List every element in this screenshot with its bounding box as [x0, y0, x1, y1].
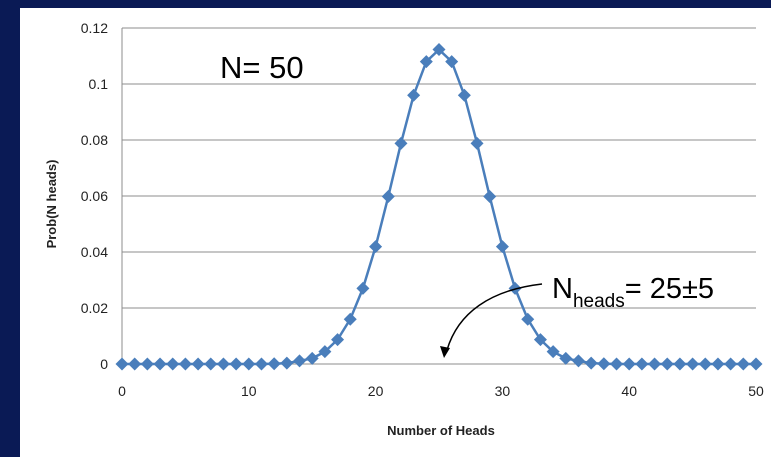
annotation-arrow: [446, 283, 543, 351]
data-point-8: [216, 357, 230, 371]
data-point-32: [521, 312, 535, 326]
x-tick-labels: 0 10 20 30 40 50: [118, 383, 764, 399]
nheads-symbol: N: [552, 273, 573, 305]
data-point-41: [635, 357, 649, 371]
x-tick-label-0: 0: [118, 383, 126, 399]
y-tick-label-0: 0: [100, 356, 108, 372]
x-tick-label-4: 40: [621, 383, 637, 399]
data-point-28: [470, 136, 484, 150]
y-tick-labels: 0 0.02 0.04 0.06 0.08 0.1 0.12: [81, 20, 108, 372]
data-point-47: [711, 357, 725, 371]
data-point-40: [622, 357, 636, 371]
data-point-48: [724, 357, 738, 371]
chart-panel: 0 0.02 0.04 0.06 0.08 0.1 0.12 0 10 20 30 40 50 Num…: [20, 8, 771, 457]
sample-size-annotation: N= 50: [220, 50, 304, 85]
data-point-34: [546, 345, 560, 359]
nheads-subscript: heads: [573, 291, 625, 312]
data-point-1: [128, 357, 142, 371]
data-point-7: [204, 357, 218, 371]
data-point-26: [445, 55, 459, 69]
data-point-46: [698, 357, 712, 371]
data-point-9: [229, 357, 243, 371]
data-point-21: [381, 190, 395, 204]
data-point-5: [178, 357, 192, 371]
data-point-14: [293, 354, 307, 368]
y-tick-label-5: 0.1: [89, 76, 109, 92]
data-point-15: [305, 351, 319, 365]
y-tick-label-1: 0.02: [81, 300, 108, 316]
y-tick-label-6: 0.12: [81, 20, 108, 36]
data-point-3: [153, 357, 167, 371]
data-point-16: [318, 345, 332, 359]
data-point-20: [369, 240, 383, 254]
data-point-17: [331, 333, 345, 347]
annotation-arrowhead: [440, 346, 450, 358]
data-point-25: [432, 43, 446, 57]
data-point-49: [736, 357, 750, 371]
data-point-6: [191, 357, 205, 371]
series-markers: [115, 43, 763, 371]
series-line: [122, 47, 756, 366]
x-tick-label-2: 20: [368, 383, 384, 399]
data-point-10: [242, 357, 256, 371]
x-tick-label-3: 30: [495, 383, 511, 399]
data-point-33: [533, 333, 547, 347]
data-point-42: [648, 357, 662, 371]
data-point-23: [407, 88, 421, 102]
x-axis-label: Number of Heads: [387, 423, 495, 438]
y-tick-label-4: 0.08: [81, 132, 108, 148]
gridlines: [122, 27, 756, 309]
x-tick-label-1: 10: [241, 383, 257, 399]
y-axis-label: Prob(N heads): [44, 160, 59, 249]
data-point-11: [254, 357, 268, 371]
data-point-43: [660, 357, 674, 371]
data-point-13: [280, 356, 294, 370]
data-point-44: [673, 357, 687, 371]
data-point-19: [356, 281, 370, 295]
data-point-2: [140, 357, 154, 371]
data-point-24: [419, 55, 433, 69]
data-point-38: [597, 357, 611, 371]
data-point-35: [559, 351, 573, 365]
data-point-0: [115, 357, 129, 371]
data-point-50: [749, 357, 763, 371]
data-point-39: [610, 357, 624, 371]
x-tick-label-5: 50: [748, 383, 764, 399]
data-point-29: [483, 190, 497, 204]
data-point-27: [457, 88, 471, 102]
data-point-36: [571, 354, 585, 368]
data-point-18: [343, 312, 357, 326]
nheads-value: = 25±5: [625, 273, 714, 305]
data-point-30: [495, 240, 509, 254]
y-tick-label-2: 0.04: [81, 244, 108, 260]
y-tick-label-3: 0.06: [81, 188, 108, 204]
data-point-45: [686, 357, 700, 371]
binomial-chart: 0 0.02 0.04 0.06 0.08 0.1 0.12 0 10 20 30 40 50 Num…: [44, 20, 764, 438]
data-point-4: [166, 357, 180, 371]
data-point-37: [584, 356, 598, 370]
data-point-12: [267, 357, 281, 371]
data-point-22: [394, 136, 408, 150]
nheads-annotation: Nheads= 25±5: [552, 273, 714, 312]
